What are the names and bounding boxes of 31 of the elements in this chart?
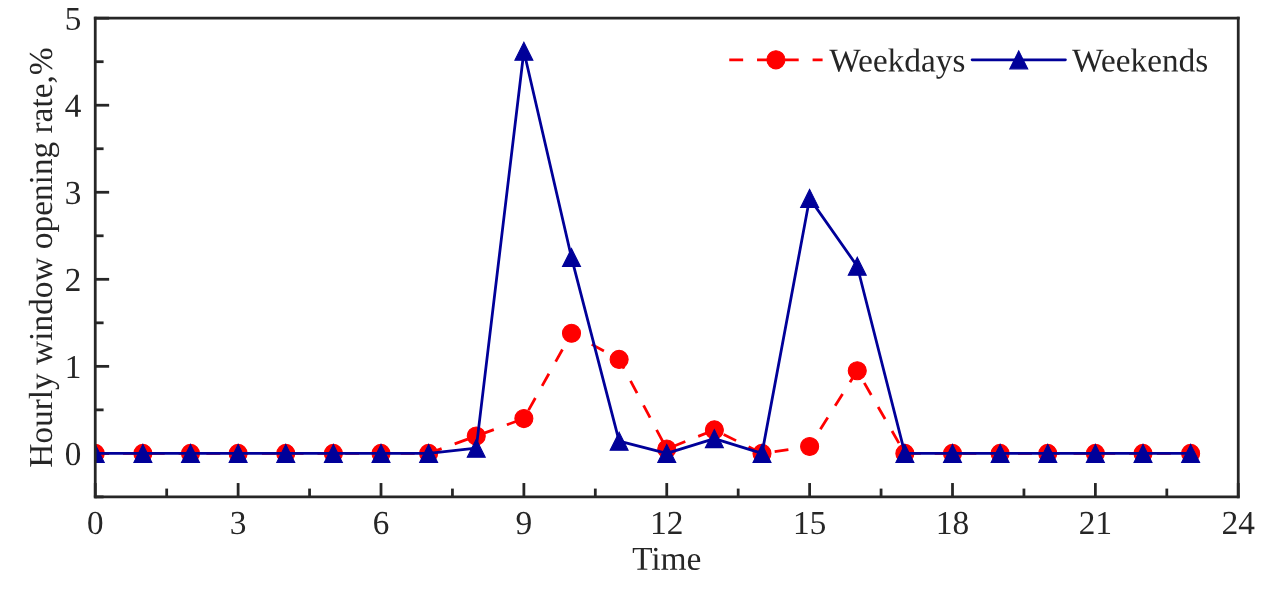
x-tick-label: 0: [88, 511, 103, 535]
point: [561, 323, 582, 343]
x-tick-label: 9: [516, 511, 531, 535]
x-axis-title: Time: [632, 547, 701, 571]
point: [847, 361, 867, 381]
y-tick-label: 3: [66, 181, 81, 205]
point: [609, 349, 629, 369]
x-tick-label: 12: [653, 511, 682, 534]
x-tick-label: 3: [231, 511, 246, 535]
point: [514, 41, 534, 61]
legend-label: Weekdays: [829, 48, 965, 79]
x-tick-label: 24: [1223, 511, 1255, 534]
x-tick-label: 6: [374, 511, 389, 535]
x-tick-label: 21: [1080, 511, 1111, 534]
x-tick-label: 15: [795, 511, 825, 535]
y-axis-title: Hourly window opening rate,%: [28, 48, 60, 467]
y-tick-label: 5: [66, 7, 81, 31]
y-tick-label: 2: [66, 268, 80, 291]
y-tick-label: 0: [65, 442, 81, 466]
y-tick-label: 4: [65, 94, 81, 117]
y-tick-label: 1: [67, 355, 80, 378]
point: [704, 429, 724, 449]
point: [847, 256, 867, 276]
x-tick-label: 18: [938, 511, 968, 535]
point: [466, 438, 486, 458]
legend-label: Weekends: [1072, 48, 1208, 73]
point: [800, 188, 820, 208]
point: [800, 436, 820, 456]
point: [514, 409, 534, 429]
point: [561, 248, 582, 268]
point: [609, 431, 629, 451]
